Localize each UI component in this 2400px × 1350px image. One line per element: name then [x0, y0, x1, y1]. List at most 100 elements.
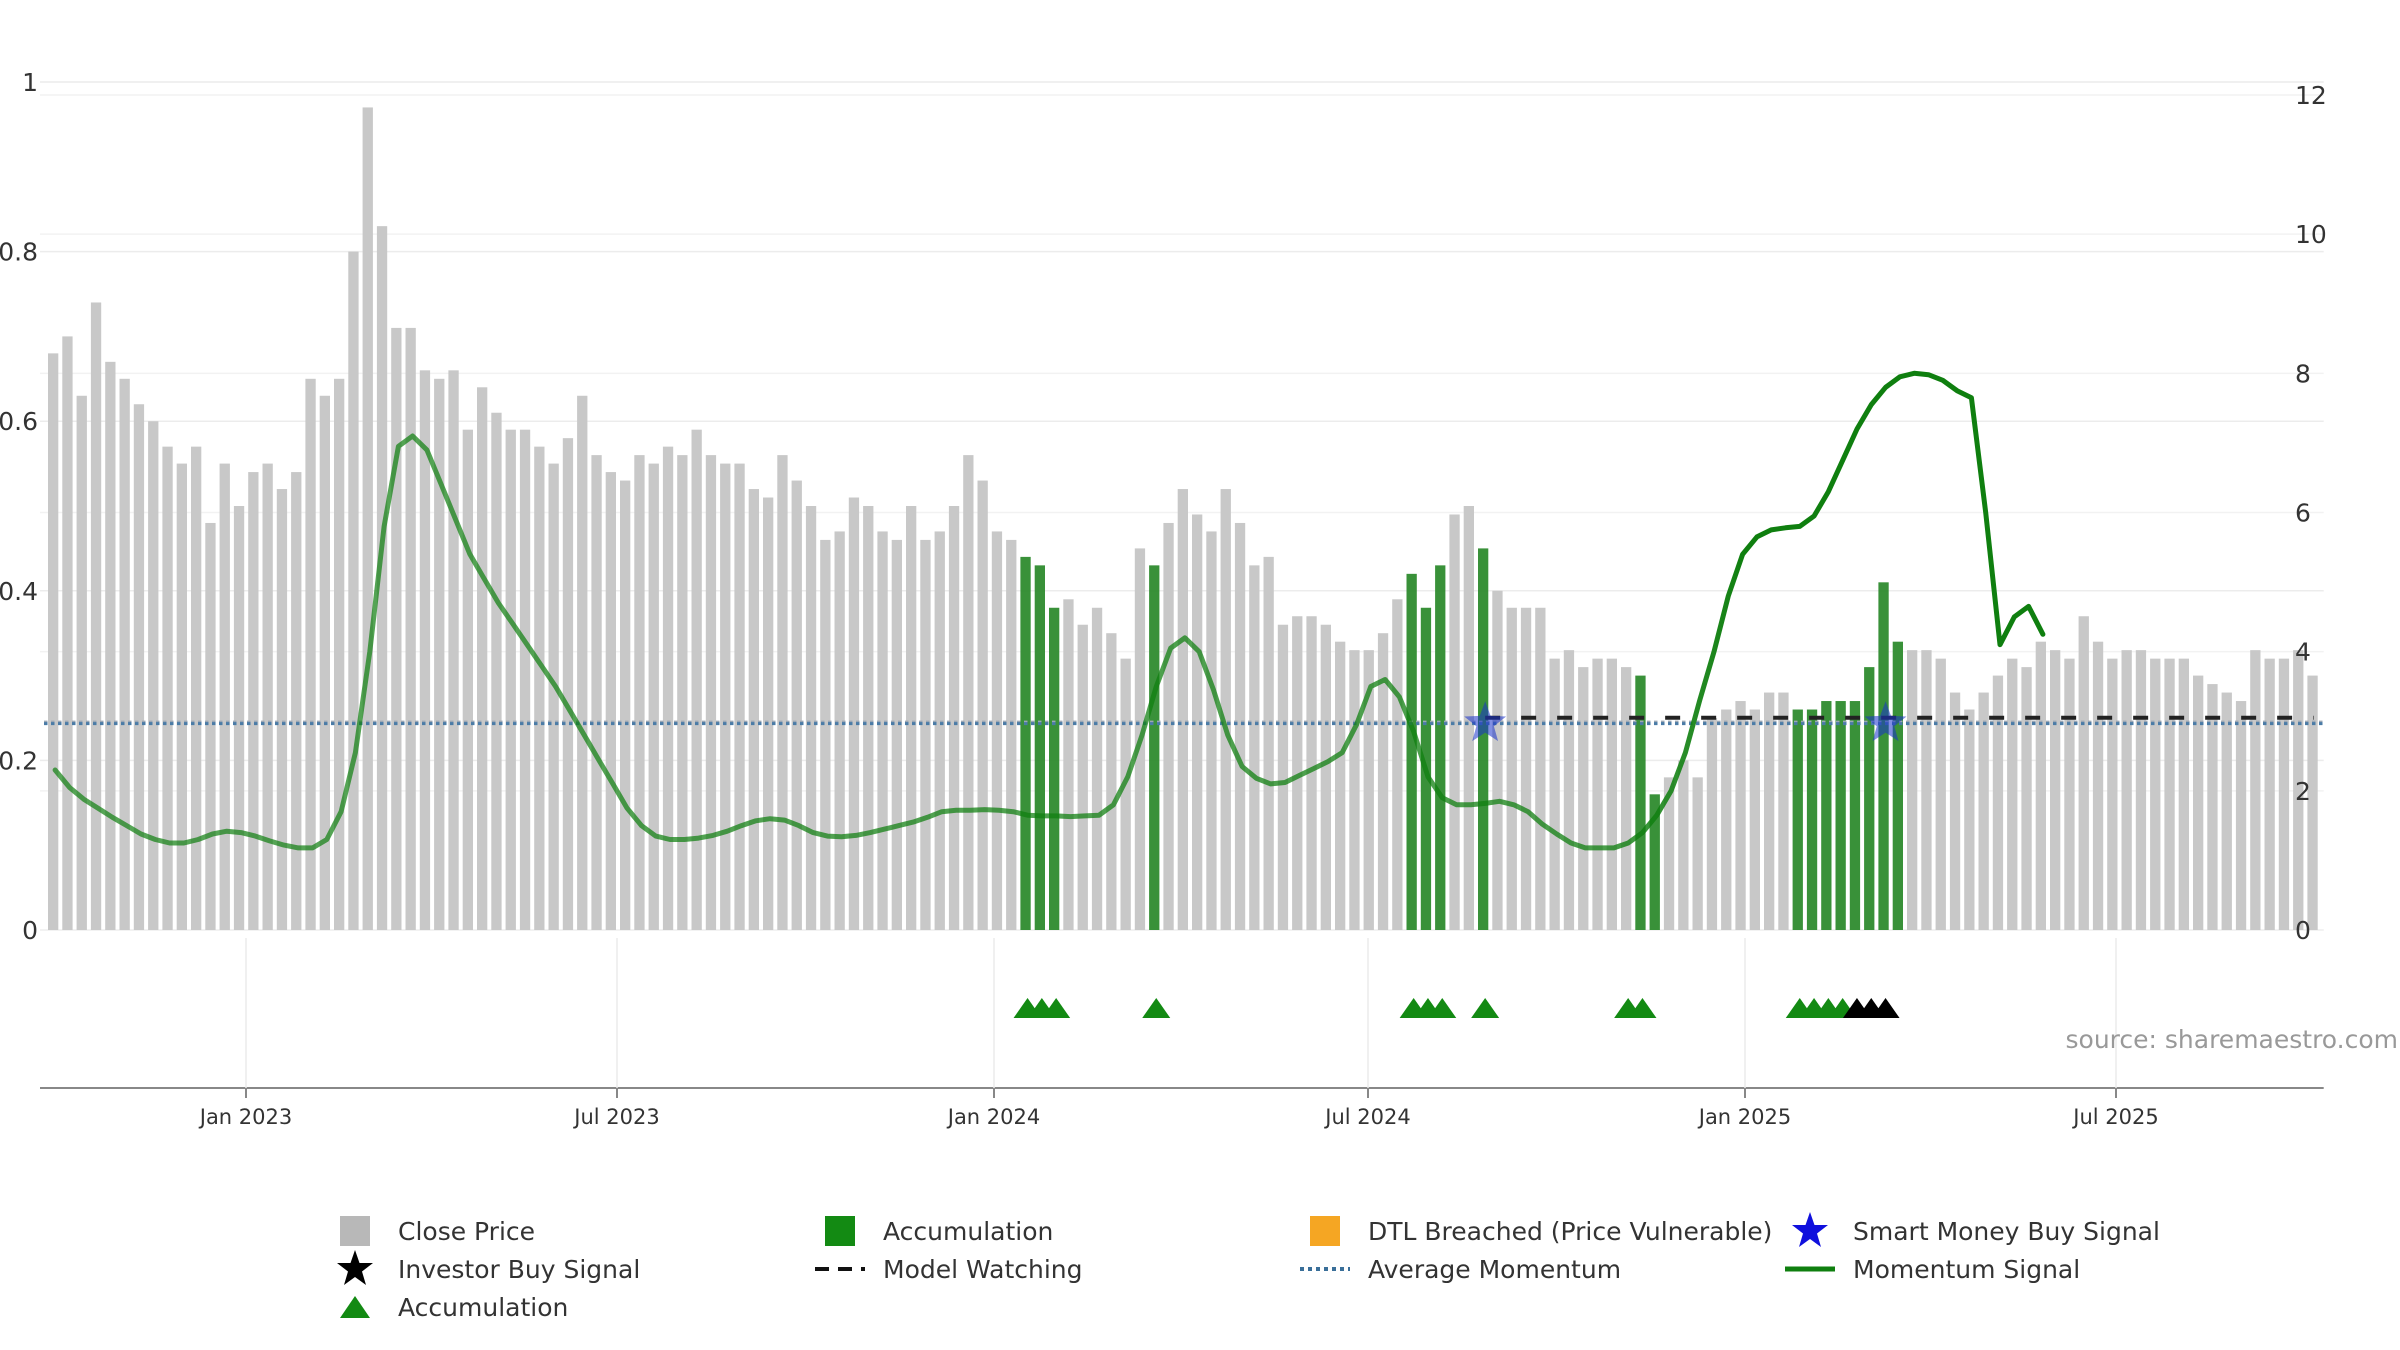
legend-accumulation-marker: Accumulation: [330, 1288, 568, 1326]
price-bar: [48, 353, 59, 930]
right-tick-label: 8: [2295, 359, 2311, 388]
price-bar: [2264, 658, 2275, 930]
price-bar: [2235, 701, 2247, 930]
price-bar: [1335, 641, 1346, 930]
price-bar: [319, 395, 330, 930]
price-bar: [1978, 692, 1989, 930]
right-tick-label: 10: [2295, 220, 2327, 249]
accumulation-bar: [1792, 709, 1803, 930]
line-icon: [1785, 1250, 1835, 1288]
price-bar: [505, 429, 516, 930]
price-bar: [2207, 684, 2218, 930]
price-bar: [305, 378, 316, 930]
price-bar: [877, 531, 888, 930]
price-bar: [2078, 616, 2089, 930]
price-bar: [1678, 760, 1689, 930]
price-bar: [1907, 650, 1918, 930]
price-bar: [233, 506, 245, 930]
left-tick-label: 0.8: [0, 238, 38, 267]
price-bar: [462, 429, 473, 930]
left-tick-label: 1: [22, 68, 38, 97]
legend-average-momentum: Average Momentum: [1300, 1250, 1621, 1288]
price-bar: [1921, 650, 1932, 930]
x-tick-label: Jul 2024: [1323, 1105, 1410, 1129]
price-bar: [777, 455, 788, 930]
price-bar: [205, 522, 216, 930]
price-bar: [1506, 607, 1517, 930]
momentum-signal-line: [52, 370, 2046, 851]
left-tick-label: 0.4: [0, 577, 38, 606]
price-bar: [548, 463, 559, 930]
legend-investor-buy: Investor Buy Signal: [330, 1250, 640, 1288]
legend-momentum-signal: Momentum Signal: [1785, 1250, 2080, 1288]
price-bar: [362, 107, 373, 930]
accumulation-bar: [1806, 709, 1818, 930]
price-bar: [1663, 777, 1675, 930]
accumulation-bar: [1892, 641, 1903, 930]
price-bar: [2307, 675, 2318, 930]
price-bar: [62, 336, 73, 930]
price-bar: [2221, 692, 2232, 930]
legend-accumulation-bar-label: Accumulation: [883, 1216, 1054, 1246]
price-bar: [334, 378, 345, 930]
price-bar: [1949, 692, 1961, 930]
legend-momentum-signal-label: Momentum Signal: [1853, 1254, 2081, 1284]
legend: Close Price Accumulation DTL Breached (P…: [330, 1212, 2230, 1332]
price-bar: [1764, 692, 1775, 930]
x-tick-label: Jan 2025: [1697, 1105, 1792, 1129]
legend-model-watching-label: Model Watching: [883, 1254, 1083, 1284]
price-bar: [2278, 658, 2290, 930]
price-bar: [691, 429, 702, 930]
left-tick-label: 0: [22, 916, 38, 945]
price-bar: [1492, 590, 1503, 930]
price-bar: [219, 463, 230, 930]
price-bar: [105, 361, 116, 931]
accumulation-bar: [1034, 565, 1045, 930]
legend-dtl-breached-label: DTL Breached (Price Vulnerable): [1368, 1216, 1773, 1246]
price-bars: [48, 107, 2318, 931]
price-bar: [834, 531, 845, 930]
price-bar: [963, 455, 974, 930]
price-bar: [1120, 658, 1131, 930]
price-bar: [1721, 709, 1732, 930]
accumulation-bar: [1635, 675, 1646, 930]
x-tick-label: Jan 2024: [946, 1105, 1041, 1129]
price-bar: [1091, 607, 1103, 930]
price-bar: [1706, 718, 1718, 930]
price-bar: [2150, 658, 2161, 930]
price-bar: [791, 480, 802, 930]
price-bar: [848, 497, 860, 930]
smart-money-buy-markers: [1464, 701, 1907, 742]
price-bar: [1249, 565, 1260, 930]
left-tick-label: 0.6: [0, 407, 38, 436]
price-bar: [348, 251, 359, 931]
price-bar: [2007, 658, 2018, 930]
price-bar: [1320, 624, 1331, 930]
price-bar: [920, 539, 931, 930]
legend-accumulation-marker-label: Accumulation: [398, 1292, 569, 1322]
square-icon: [815, 1212, 865, 1250]
price-bar: [2021, 667, 2032, 930]
price-bar: [820, 539, 831, 930]
price-bar: [534, 446, 545, 930]
price-bar: [1621, 667, 1632, 930]
price-bar: [1234, 522, 1246, 930]
price-bar: [1263, 556, 1274, 930]
price-bar: [1778, 692, 1789, 930]
smart-money-buy-marker: [1864, 701, 1907, 742]
price-bar: [2178, 658, 2189, 930]
price-bar: [1549, 658, 1560, 930]
price-bar: [763, 497, 774, 930]
price-bar: [577, 395, 588, 930]
price-bar: [2092, 641, 2104, 930]
left-tick-label: 0.2: [0, 746, 38, 775]
price-bar: [605, 472, 616, 930]
triangle-icon: [330, 1288, 380, 1326]
price-bar: [2121, 650, 2132, 930]
price-bar: [734, 463, 745, 930]
price-bar: [1006, 539, 1017, 930]
accumulation-bar: [1020, 556, 1031, 930]
price-bar: [1220, 489, 1231, 930]
legend-dtl-breached: DTL Breached (Price Vulnerable): [1300, 1212, 1772, 1250]
